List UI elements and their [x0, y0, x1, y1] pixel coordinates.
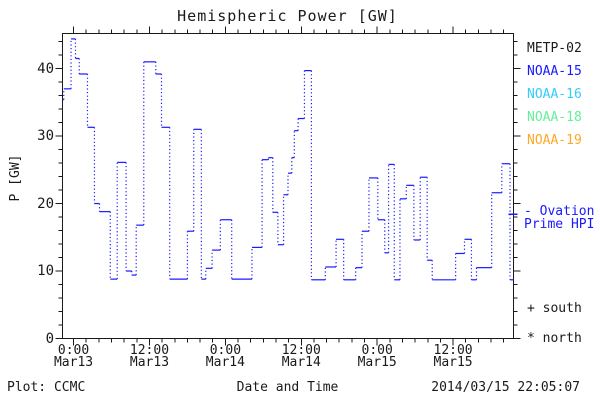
footer-timestamp: 2014/03/15 22:05:07: [431, 380, 580, 395]
x-tick-label: 0:00 Mar15: [357, 343, 397, 370]
x-tick-label: 12:00 Mar14: [281, 343, 321, 370]
legend-ovation-line1: - Ovation: [524, 204, 595, 219]
x-tick-label: 12:00 Mar15: [433, 343, 473, 370]
footer-plot-credit: Plot: CCMC: [7, 380, 86, 395]
legend-south-marker: + south: [527, 301, 582, 316]
legend-item-metp-02: METP-02: [527, 41, 582, 56]
x-tick-label: 0:00 Mar14: [205, 343, 245, 370]
legend-item-noaa-16: NOAA-16: [527, 87, 582, 102]
y-tick-label: 10: [37, 263, 54, 280]
y-tick-label: 0: [45, 330, 54, 347]
y-tick-label: 30: [37, 128, 54, 145]
legend-ovation-line2: Prime HPI: [524, 217, 595, 232]
x-tick-label: 12:00 Mar13: [129, 343, 170, 370]
legend-north-marker: * north: [527, 331, 582, 346]
legend-item-noaa-19: NOAA-19: [527, 133, 582, 148]
legend-ovation: - Ovation Prime HPI: [524, 205, 594, 231]
chart-title: Hemispheric Power [GW]: [177, 7, 398, 25]
legend-item-noaa-15: NOAA-15: [527, 64, 582, 79]
y-tick-label: 40: [37, 60, 54, 77]
x-tick-label: 0:00 Mar13: [53, 343, 94, 370]
legend-item-noaa-18: NOAA-18: [527, 110, 582, 125]
x-axis-title: Date and Time: [236, 380, 339, 395]
y-tick-label: 20: [37, 195, 54, 212]
